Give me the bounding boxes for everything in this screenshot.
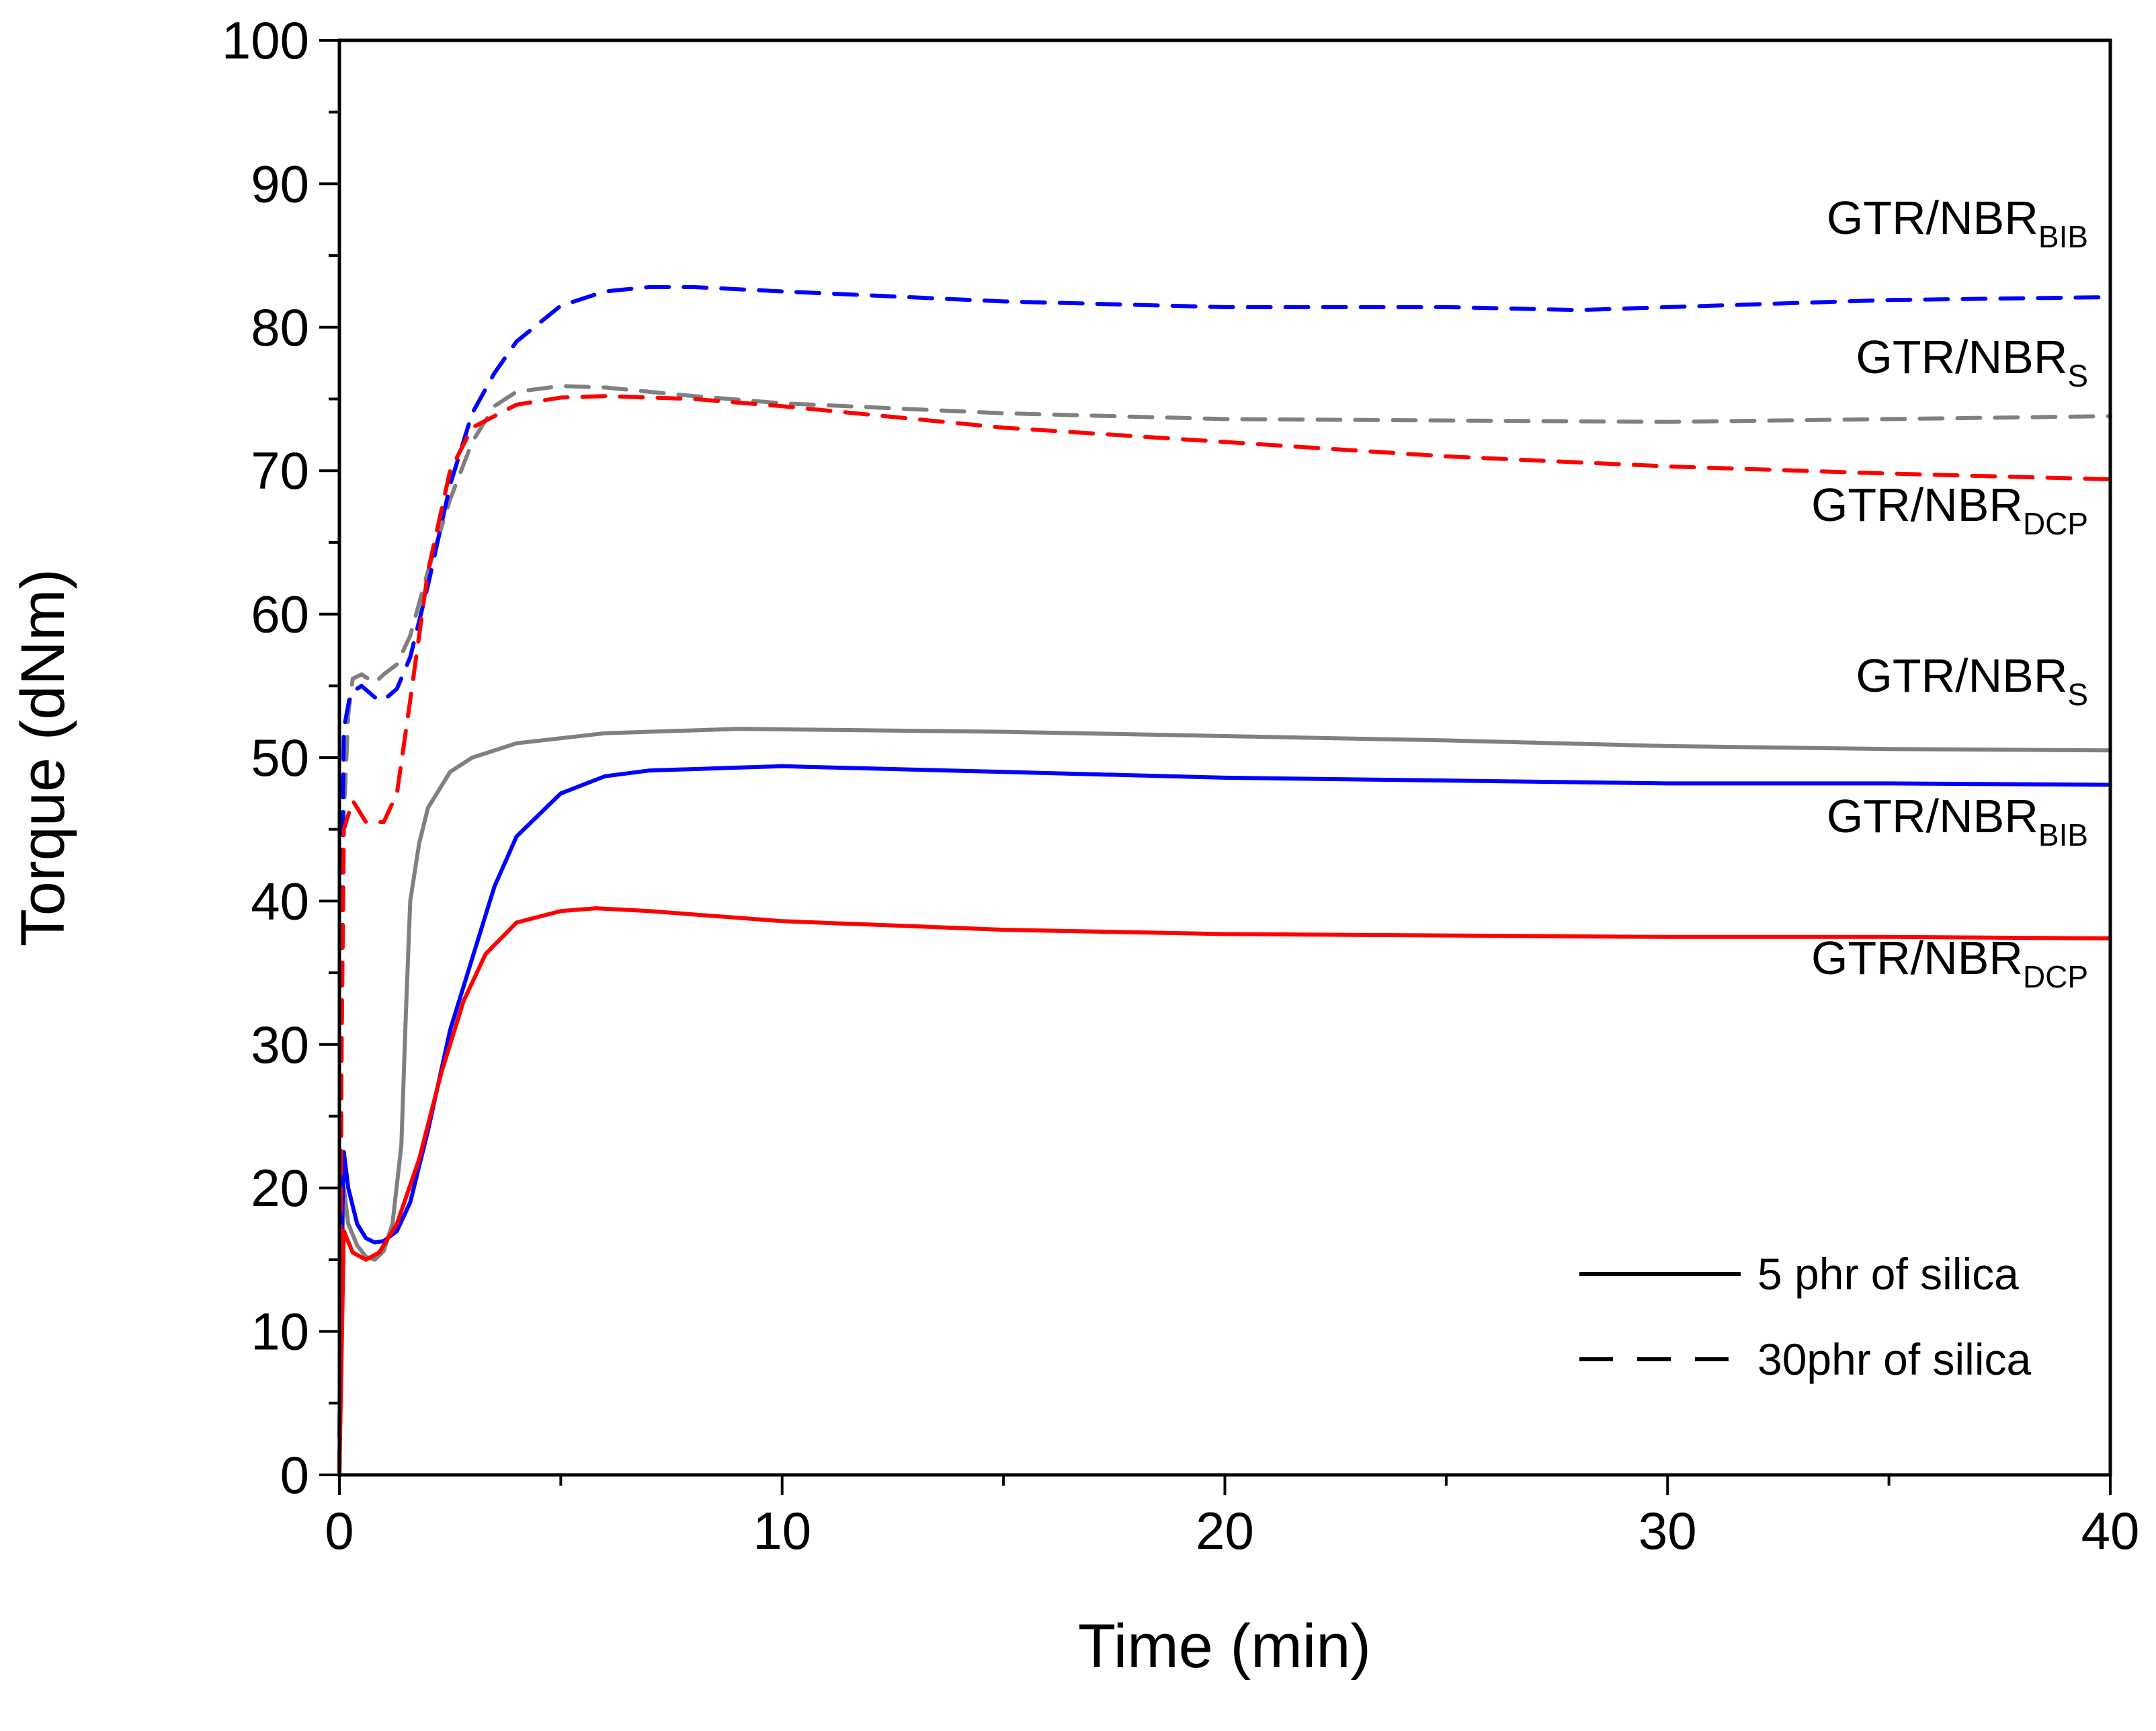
- y-tick-label: 10: [251, 1302, 309, 1361]
- series-annotation-4: GTR/NBRS: [1856, 649, 2088, 712]
- y-tick-label: 40: [251, 871, 309, 930]
- y-tick-label: 90: [251, 154, 309, 213]
- series-line-2: [337, 764, 2112, 1477]
- y-tick-label: 0: [280, 1445, 309, 1504]
- series-annotation-3: GTR/NBRDCP: [1811, 479, 2088, 541]
- legend-label-solid: 5 phr of silica: [1757, 1249, 2019, 1299]
- x-tick-label: 40: [2081, 1501, 2140, 1560]
- y-tick-label: 100: [222, 11, 309, 70]
- series-layer: [337, 285, 2112, 1477]
- series-line-5: [337, 285, 2112, 1477]
- tick-layer: 0 10 20 30 40 0 10 20 30 40 50 60 70 80 90 100: [222, 11, 2140, 1560]
- legend-label-dashed: 30phr of silica: [1757, 1334, 2032, 1384]
- x-tick-label: 20: [1196, 1501, 1254, 1560]
- series-annotation-2: GTR/NBRS: [1856, 331, 2088, 393]
- annotation-layer: GTR/NBRBIB GTR/NBRS GTR/NBRDCP GTR/NBRS GTR/…: [1811, 192, 2088, 994]
- x-tick-label: 10: [753, 1501, 811, 1560]
- series-annotation-5: GTR/NBRBIB: [1827, 790, 2088, 852]
- x-axis-title: Time (min): [1078, 1612, 1371, 1681]
- series-line-3: [337, 906, 2112, 1477]
- series-annotation-1: GTR/NBRBIB: [1827, 192, 2088, 254]
- series-annotation-6: GTR/NBRDCP: [1811, 932, 2088, 994]
- y-tick-label: 30: [251, 1015, 309, 1074]
- y-tick-label: 60: [251, 585, 309, 644]
- series-line-6: [337, 394, 2112, 1477]
- series-line-1: [337, 727, 2112, 1477]
- y-tick-label: 70: [251, 441, 309, 500]
- legend: 5 phr of silica 30phr of silica: [1579, 1249, 2032, 1384]
- y-tick-label: 20: [251, 1158, 309, 1217]
- y-axis-title: Torque (dNm): [9, 569, 77, 947]
- x-tick-label: 30: [1639, 1501, 1697, 1560]
- y-tick-label: 80: [251, 298, 309, 357]
- y-tick-label: 50: [251, 728, 309, 787]
- series-line-4: [337, 384, 2112, 1477]
- x-tick-label: 0: [325, 1501, 354, 1560]
